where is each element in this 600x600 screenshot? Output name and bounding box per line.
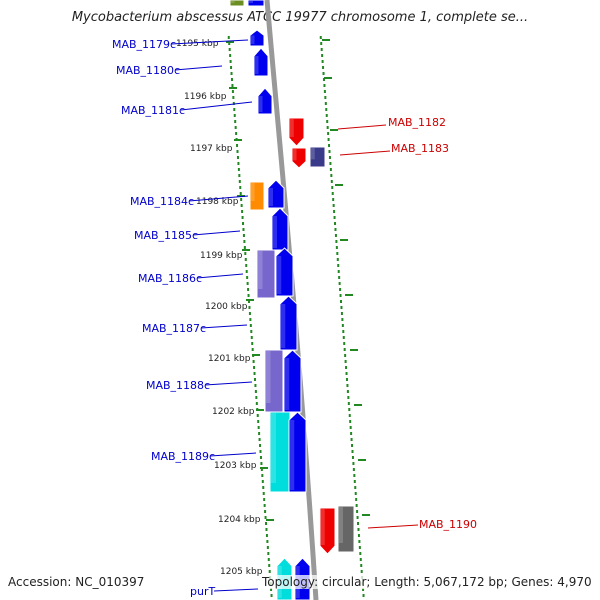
feature-mab-1186c-b[interactable]: [275, 247, 294, 297]
gene-label-mab-1187c[interactable]: MAB_1187c: [142, 322, 206, 335]
gene-label-purt[interactable]: purT: [190, 585, 215, 598]
feature-shine: [271, 413, 276, 483]
tick-label: 1198 kbp: [196, 197, 239, 207]
gene-label-mab-1190[interactable]: MAB_1190: [419, 518, 477, 531]
feature-shine: [281, 304, 286, 348]
feature-olive[interactable]: [229, 0, 245, 7]
feature-shine: [251, 183, 255, 201]
feature-shine: [231, 1, 235, 3]
tick-label: 1201 kbp: [208, 354, 251, 364]
feature-mab-1183[interactable]: [309, 146, 326, 168]
gene-label-mab-1179c[interactable]: MAB_1179c: [112, 38, 176, 51]
gene-label-mab-1189c[interactable]: MAB_1189c: [151, 450, 215, 463]
tick-label: 1205 kbp: [220, 567, 263, 577]
tick-label: 1202 kbp: [212, 407, 255, 417]
accession-text: Accession: NC_010397: [8, 575, 145, 589]
label-leader: [337, 124, 387, 130]
tick-label: 1196 kbp: [184, 92, 227, 102]
tick-label: 1203 kbp: [214, 461, 257, 471]
position-ticks: 1195 kbp 1196 kbp 1197 kbp 1198 kbp 1199 kbp…: [176, 39, 263, 577]
feature-mab-1188c-b[interactable]: [283, 349, 302, 413]
tick-label: 1195 kbp: [176, 39, 219, 49]
label-leader: [196, 273, 244, 279]
gene-label-mab-1181c[interactable]: MAB_1181c: [121, 104, 185, 117]
feature-mab-1187c[interactable]: [279, 295, 298, 351]
feature-mab-1179c[interactable]: [249, 29, 265, 47]
gene-label-mab-1182[interactable]: MAB_1182: [388, 116, 446, 129]
feature-mab-1182b[interactable]: [291, 147, 307, 169]
tick-label: 1200 kbp: [205, 302, 248, 312]
feature-shine: [273, 216, 277, 248]
feature-shine: [258, 251, 263, 289]
feature-shine: [321, 509, 325, 545]
feature-mab-1186c[interactable]: [256, 249, 276, 299]
label-leader: [204, 381, 253, 386]
gene-label-mab-1188c[interactable]: MAB_1188c: [146, 379, 210, 392]
feature-shine: [277, 256, 282, 294]
feature-mab-1184c-b[interactable]: [267, 179, 285, 209]
feature-mab-1182[interactable]: [288, 117, 305, 147]
label-leader: [200, 324, 248, 329]
label-leader: [339, 150, 391, 156]
feature-mab-1184c[interactable]: [249, 181, 265, 211]
summary-text: Topology: circular; Length: 5,067,172 bp…: [262, 575, 592, 589]
label-leader: [209, 452, 257, 457]
tick-label: 1197 kbp: [190, 144, 233, 154]
feature-shine: [311, 148, 315, 160]
feature-blue[interactable]: [247, 0, 265, 7]
gene-label-mab-1180c[interactable]: MAB_1180c: [116, 64, 180, 77]
feature-shine: [255, 56, 259, 74]
feature-mab-1180c[interactable]: [253, 47, 269, 77]
feature-shine: [290, 420, 295, 490]
feature-mab-1181c[interactable]: [257, 87, 273, 115]
feature-mab-1189c-b[interactable]: [288, 411, 307, 493]
gene-label-mab-1184c[interactable]: MAB_1184c: [130, 195, 194, 208]
feature-shine: [293, 149, 297, 161]
feature-shine: [285, 358, 290, 410]
label-leader: [170, 39, 249, 45]
feature-shine: [266, 351, 271, 403]
label-leader: [213, 588, 259, 592]
feature-mab-1190-b[interactable]: [337, 505, 355, 553]
feature-shine: [290, 119, 294, 137]
label-leader: [174, 65, 223, 71]
label-leader: [180, 101, 253, 111]
map-title: Mycobacterium abscessus ATCC 19977 chrom…: [71, 10, 529, 25]
feature-shine: [339, 507, 343, 543]
right-gene-labels[interactable]: MAB_1182 MAB_1183 MAB_1190: [337, 116, 477, 531]
tick-label: 1204 kbp: [218, 515, 261, 525]
feature-shine: [269, 188, 273, 206]
gc-track-left: [226, 36, 274, 597]
left-gene-labels[interactable]: MAB_1179c MAB_1180c MAB_1181c MAB_1184c …: [112, 38, 259, 598]
gene-label-mab-1183[interactable]: MAB_1183: [391, 142, 449, 155]
tick-label: 1199 kbp: [200, 251, 243, 261]
feature-mab-1190[interactable]: [319, 507, 336, 555]
label-leader: [192, 230, 241, 236]
label-leader: [367, 524, 419, 529]
feature-shine: [249, 1, 253, 3]
gene-label-mab-1185c[interactable]: MAB_1185c: [134, 229, 198, 242]
label-leader: [188, 195, 249, 202]
feature-shine: [259, 96, 263, 112]
feature-shine: [251, 35, 255, 44]
gene-label-mab-1186c[interactable]: MAB_1186c: [138, 272, 202, 285]
feature-mab-1185c[interactable]: [271, 207, 289, 251]
